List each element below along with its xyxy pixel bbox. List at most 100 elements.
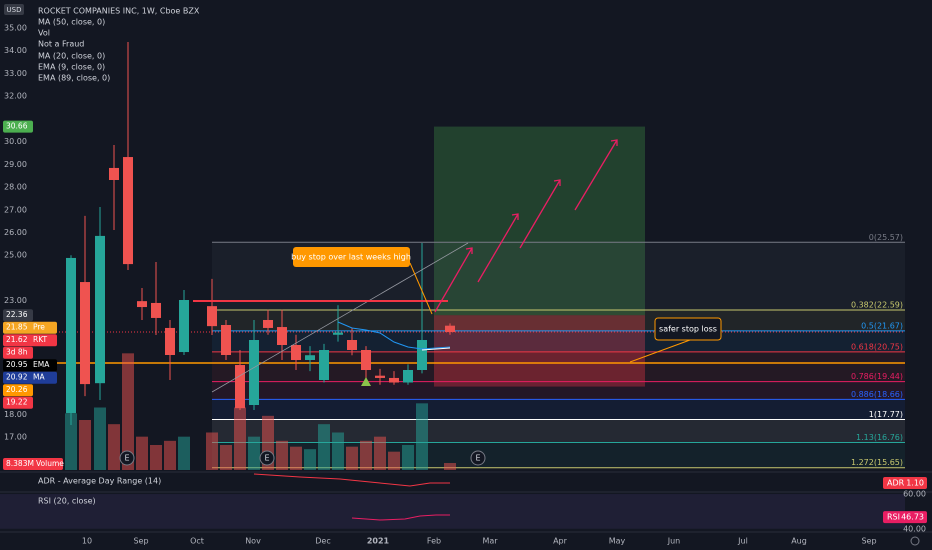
earnings-label: E <box>124 454 129 463</box>
signal-triangle <box>361 377 371 386</box>
indicator-name[interactable]: Not a Fraud <box>38 40 84 49</box>
fib-band <box>212 381 905 400</box>
adr-title: ADR - Average Day Range (14) <box>38 477 161 486</box>
rsi-band <box>0 494 905 529</box>
candle-body <box>249 340 259 405</box>
price-badge <box>3 120 33 133</box>
price-badge-text: 19.22 <box>6 398 28 407</box>
volume-bar <box>136 436 148 470</box>
arrow <box>574 139 618 211</box>
y-tick-label: 25.00 <box>4 251 27 260</box>
ema-line <box>421 347 451 351</box>
price-badge <box>3 359 57 372</box>
volume-bar <box>304 449 316 470</box>
candle-body <box>389 377 399 383</box>
volume-bar <box>108 424 120 470</box>
volume-badge-text: 8.383M <box>6 459 34 468</box>
price-badge <box>3 309 33 322</box>
candle-body <box>361 350 371 370</box>
fib-band <box>212 419 905 443</box>
earnings-label: E <box>475 454 480 463</box>
price-badge-text: 22.36 <box>6 310 28 319</box>
fib-label: 1.272(15.65) <box>851 458 903 467</box>
x-tick-label: Jul <box>737 537 748 546</box>
candle-body <box>277 327 287 345</box>
settings-icon[interactable] <box>910 536 920 546</box>
fib-band <box>212 399 905 420</box>
price-badge-text: 21.62 <box>6 335 28 344</box>
candle-body <box>333 332 343 335</box>
adr-badge <box>883 477 927 489</box>
candle-body <box>109 167 119 180</box>
volume-bar <box>220 445 232 470</box>
indicator-name[interactable]: MA (50, close, 0) <box>38 18 105 27</box>
price-badge <box>3 384 33 397</box>
y-tick-label: 33.00 <box>4 69 27 78</box>
earnings-marker[interactable] <box>470 450 486 466</box>
earnings-marker[interactable] <box>119 450 135 466</box>
volume-bar <box>346 446 358 470</box>
price-badge <box>3 334 57 347</box>
price-badge-text: 30.66 <box>6 122 28 131</box>
callout-box <box>293 247 410 267</box>
x-tick-label: Mar <box>482 537 498 546</box>
x-tick-label: Feb <box>427 537 441 546</box>
x-tick-label: Apr <box>553 537 568 546</box>
fib-label: 0.5(21.67) <box>861 321 903 330</box>
adr-tag: ADR <box>887 479 905 488</box>
volume-bar <box>360 440 372 470</box>
indicator-name[interactable]: Vol <box>38 29 50 38</box>
rsi-title: RSI (20, close) <box>38 497 96 506</box>
drawings: buy stop over last weeks high safer stop… <box>119 139 722 466</box>
price-badge <box>3 346 33 359</box>
earnings-markers: E E E <box>119 450 486 466</box>
volume-bar <box>402 445 414 470</box>
rsi-tick-label: 60.00 <box>903 490 926 499</box>
price-badge <box>3 371 57 384</box>
rsi-badge <box>883 511 927 524</box>
y-tick-label: 26.00 <box>4 228 27 237</box>
arrow <box>477 213 519 283</box>
volume-bar <box>444 463 456 470</box>
y-tick-label: 30.00 <box>4 137 27 146</box>
indicator-name[interactable]: EMA (89, close, 0) <box>38 74 110 83</box>
volume-bar <box>178 436 190 470</box>
volume-bar <box>65 413 77 470</box>
volume-bar <box>374 436 386 470</box>
indicator-name[interactable]: EMA (9, close, 0) <box>38 63 105 72</box>
fib-label: 0.382(22.59) <box>851 301 903 310</box>
y-tick-label: 27.00 <box>4 205 27 214</box>
symbol-title: ROCKET COMPANIES INC, 1W, Cboe BZX <box>38 7 200 16</box>
volume-bar <box>248 436 260 470</box>
target-zone <box>434 126 645 316</box>
adr-line <box>253 473 450 487</box>
y-tick-label: 35.00 <box>4 23 27 32</box>
price-badge-text: RKT <box>33 335 48 344</box>
y-tick-label: 29.00 <box>4 160 27 169</box>
volume-bar <box>318 424 330 470</box>
arrows <box>434 139 618 313</box>
candle-body <box>417 340 427 370</box>
trend-line <box>211 242 469 393</box>
legend: USD ROCKET COMPANIES INC, 1W, Cboe BZX M… <box>4 4 200 83</box>
callout-pointer <box>629 339 691 363</box>
candle-body <box>66 257 76 414</box>
candle-body <box>235 365 245 409</box>
fib-band <box>212 330 905 352</box>
x-tick-label: Sep <box>861 537 876 546</box>
currency: USD <box>7 6 22 14</box>
indicator-name[interactable]: MA (20, close, 0) <box>38 52 105 61</box>
arrow-head <box>553 179 561 186</box>
fib-label: 0.618(20.75) <box>851 342 903 351</box>
price-pane: 17.00 18.00 23.00 25.00 26.00 27.00 28.00 29.00… <box>4 23 903 467</box>
x-tick-label: Aug <box>791 537 807 546</box>
fib-label: 1(17.77) <box>869 410 903 419</box>
volume-bar <box>276 440 288 470</box>
callout-text: buy stop over last weeks high <box>291 253 411 262</box>
callout-pointer <box>409 262 433 315</box>
price-badge-text: MA <box>33 373 45 382</box>
ma-line <box>337 321 451 350</box>
earnings-marker[interactable] <box>259 450 275 466</box>
x-tick-label: 2021 <box>367 537 390 546</box>
candle-body <box>375 375 385 378</box>
